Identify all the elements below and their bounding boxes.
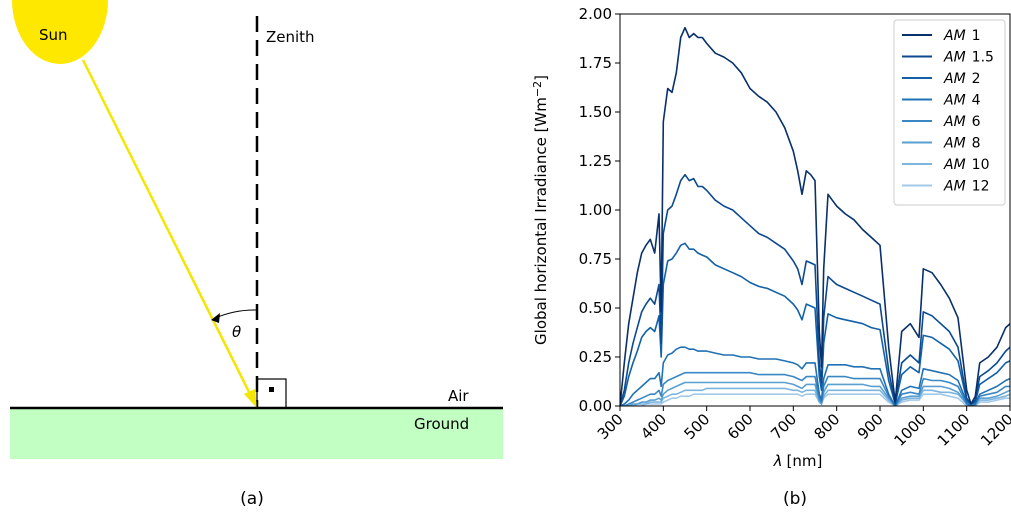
x-axis-label: λ [nm] [773, 452, 823, 470]
x-tick-label: 500 [681, 410, 714, 443]
y-tick-label: 2.00 [579, 5, 612, 23]
y-tick-label: 1.00 [579, 201, 612, 219]
series-line-am-10 [620, 387, 1010, 406]
x-axis-label-symbol: λ [773, 452, 783, 470]
legend: AM 1 AM 1.5 AM 2 AM 4 AM 6 AM 8 AM 10 AM 12 [893, 19, 1006, 206]
legend-entry-value: 1 [972, 28, 981, 44]
legend-entry-value: 6 [972, 114, 981, 130]
caption-a: (a) [240, 489, 264, 509]
legend-entry: AM 10 [943, 157, 989, 173]
y-axis-label-end: ] [532, 75, 550, 81]
legend-entry-value: 1.5 [972, 50, 994, 66]
y-tick-label: 1.75 [579, 54, 612, 72]
ground-area [10, 408, 503, 459]
x-tick-label: 900 [854, 410, 887, 443]
y-tick-label: 0.25 [579, 348, 612, 366]
series-line-am-4 [620, 346, 1010, 406]
series-line-am-1 [620, 26, 1010, 406]
series-line-am-2 [620, 242, 1010, 406]
right-angle-dot [269, 387, 274, 392]
legend-entry-value: 10 [972, 157, 990, 173]
series-line-am-12 [620, 393, 1010, 406]
series-line-am-6 [620, 371, 1010, 406]
legend-entry-am: AM [943, 157, 966, 173]
y-tick-label: 0.50 [579, 299, 612, 317]
legend-entry: AM 2 [943, 71, 981, 87]
x-axis-label-unit: [nm] [787, 452, 823, 470]
legend-entry: AM 6 [943, 114, 981, 130]
x-tick-label: 1100 [934, 410, 974, 450]
legend-entry: AM 12 [943, 179, 989, 195]
angle-arc-arrowhead [211, 313, 220, 323]
legend-entry-value: 12 [972, 179, 990, 195]
x-tick-label: 800 [811, 410, 844, 443]
x-tick-label: 300 [594, 410, 627, 443]
legend-entry-am: AM [943, 50, 966, 66]
series-line-am-8 [620, 381, 1010, 406]
zenith-label: Zenith [266, 28, 315, 46]
caption-b: (b) [783, 489, 807, 509]
air-label: Air [448, 387, 469, 405]
y-tick-label: 0.75 [579, 250, 612, 268]
y-tick-label: 0.00 [579, 397, 612, 415]
x-tick-label: 1200 [977, 410, 1011, 450]
x-tick-label: 1000 [890, 410, 930, 450]
series-lines [620, 26, 1010, 406]
x-axis: 300 400 500 600 700 800 900 1000 1100 1200 [594, 406, 1011, 450]
legend-entry-am: AM [943, 71, 966, 87]
legend-entry-am: AM [943, 93, 966, 109]
y-tick-label: 1.50 [579, 103, 612, 121]
legend-entry: AM 8 [943, 136, 981, 152]
legend-entry-am: AM [943, 136, 966, 152]
y-axis-label-sup: −2 [531, 81, 544, 97]
x-tick-label: 400 [637, 410, 670, 443]
x-tick-label: 600 [724, 410, 757, 443]
y-tick-label: 1.25 [579, 152, 612, 170]
legend-entry-am: AM [943, 179, 966, 195]
sun-ray-arrowhead [244, 389, 257, 408]
ground-label: Ground [414, 415, 469, 433]
angle-label: θ [232, 323, 241, 341]
y-axis: 0.00 0.25 0.50 0.75 1.00 1.25 1.50 1.75 2.00 [579, 5, 620, 415]
diagram-panel: Sun Zenith θ Air Ground (a) [10, 0, 503, 509]
chart-panel: 0.00 0.25 0.50 0.75 1.00 1.25 1.50 1.75 2.00 300… [531, 5, 1011, 509]
y-axis-label-main: Global horizontal Irradiance [Wm [532, 97, 550, 345]
series-line-am-1-5 [620, 173, 1010, 406]
legend-entry-am: AM [943, 114, 966, 130]
x-tick-label: 700 [767, 410, 800, 443]
sun-shape [12, 0, 108, 64]
legend-entry-value: 2 [972, 71, 981, 87]
legend-entry-am: AM [943, 28, 966, 44]
right-angle-marker [256, 378, 287, 409]
legend-entry-value: 4 [972, 93, 981, 109]
legend-entry-value: 8 [972, 136, 981, 152]
legend-entry: AM 1.5 [943, 50, 994, 66]
sun-label: Sun [39, 26, 68, 44]
legend-box [893, 19, 1006, 206]
sun-ray [81, 59, 253, 397]
y-axis-label: Global horizontal Irradiance [Wm−2] [531, 75, 550, 345]
legend-entry: AM 1 [943, 28, 981, 44]
legend-entry: AM 4 [943, 93, 981, 109]
